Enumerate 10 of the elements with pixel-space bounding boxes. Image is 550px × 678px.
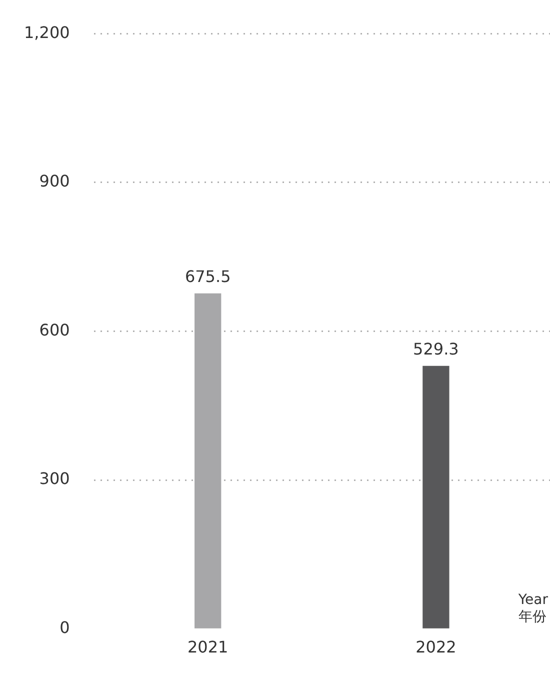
y-tick-label: 0 (60, 618, 70, 637)
data-label: 529.3 (413, 339, 459, 358)
x-tick-label: 2022 (416, 638, 456, 657)
x-axis-title: Year 年份 (518, 592, 548, 626)
y-tick-label: 1,200 (24, 22, 70, 42)
y-tick-label: 300 (39, 469, 70, 488)
data-label: 675.5 (184, 266, 231, 286)
y-tick-label: 900 (39, 172, 70, 191)
x-tick-label: 2021 (187, 638, 228, 657)
y-tick-label: 600 (39, 320, 70, 340)
